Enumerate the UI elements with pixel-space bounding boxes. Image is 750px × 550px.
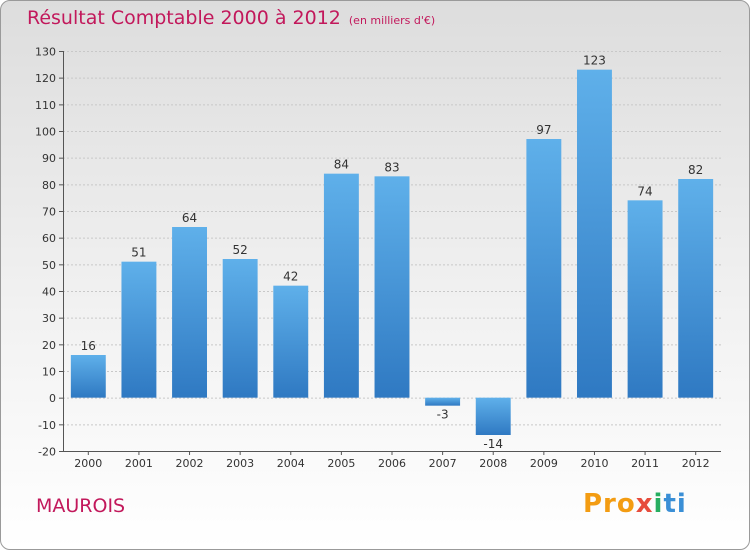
bar-2001 xyxy=(121,261,157,398)
x-tick-label-2010: 2010 xyxy=(580,457,608,470)
x-axis: 2000 2001 2002 2003 2004 2005 2006 2007 2008 2009… xyxy=(63,451,721,470)
y-tick-label-15: 130 xyxy=(35,46,56,59)
chart-subtitle: (en milliers d'€) xyxy=(348,14,436,27)
x-tick-label-2006: 2006 xyxy=(378,457,406,470)
bar-2009 xyxy=(526,139,562,398)
y-tick-label-4: 20 xyxy=(42,339,56,352)
bar-2003 xyxy=(222,259,258,398)
bars xyxy=(70,69,714,435)
chart-title: Résultat Comptable 2000 à 2012 (en millie… xyxy=(27,7,435,29)
bar-2004 xyxy=(273,285,309,398)
chart-title-text: Résultat Comptable 2000 à 2012 xyxy=(27,7,341,29)
data-label-2006: 83 xyxy=(384,160,399,174)
bar-2007 xyxy=(425,397,461,406)
data-label-2001: 51 xyxy=(131,246,146,260)
y-tick-label-12: 100 xyxy=(35,126,56,139)
x-tick-label-2000: 2000 xyxy=(74,457,102,470)
data-label-2000: 16 xyxy=(81,339,96,353)
bar-2010 xyxy=(576,69,612,398)
y-tick-label-8: 60 xyxy=(42,232,56,245)
y-tick-label-6: 40 xyxy=(42,286,56,299)
data-label-2012: 82 xyxy=(688,163,703,177)
y-tick-label-7: 50 xyxy=(42,259,56,272)
y-tick-label-5: 30 xyxy=(42,312,56,325)
x-tick-label-2011: 2011 xyxy=(631,457,659,470)
logo-text-1: Pro xyxy=(583,489,636,519)
x-tick-label-2002: 2002 xyxy=(176,457,204,470)
y-tick-label-14: 120 xyxy=(35,72,56,85)
y-tick-label-11: 90 xyxy=(42,152,56,165)
data-label-2007: -3 xyxy=(437,408,449,422)
place-name: MAUROIS xyxy=(36,495,126,517)
bar-2011 xyxy=(627,200,663,398)
data-label-2008: -14 xyxy=(483,437,503,451)
data-label-2003: 52 xyxy=(233,243,248,257)
data-label-2009: 97 xyxy=(536,123,551,137)
bar-2000 xyxy=(70,355,106,398)
y-tick-label-10: 80 xyxy=(42,179,56,192)
y-tick-label-2: 0 xyxy=(49,392,56,405)
logo-text-4: ti xyxy=(663,489,687,519)
x-tick-label-2003: 2003 xyxy=(226,457,254,470)
x-tick-label-2005: 2005 xyxy=(327,457,355,470)
x-tick-label-2007: 2007 xyxy=(429,457,457,470)
data-label-2005: 84 xyxy=(334,158,349,172)
y-tick-label-1: -10 xyxy=(38,419,56,432)
data-label-2011: 74 xyxy=(637,184,652,198)
data-labels: 16 51 64 52 42 84 83 -3 -14 97 123 74 82 xyxy=(81,54,704,451)
proxiti-logo: Proxiti xyxy=(583,489,687,519)
x-tick-label-2009: 2009 xyxy=(530,457,558,470)
x-tick-label-2012: 2012 xyxy=(682,457,710,470)
data-label-2002: 64 xyxy=(182,211,197,225)
data-label-2004: 42 xyxy=(283,270,298,284)
x-tick-label-2001: 2001 xyxy=(125,457,153,470)
bar-2006 xyxy=(374,176,410,398)
y-axis: -20 -10 0 10 20 30 40 50 60 70 80 90 100 110 120 130 xyxy=(35,46,64,459)
logo-text-3: i xyxy=(653,489,664,519)
bar-2008 xyxy=(475,397,511,435)
x-tick-label-2004: 2004 xyxy=(277,457,305,470)
data-label-2010: 123 xyxy=(583,54,606,68)
logo-text-2: x xyxy=(635,489,654,519)
y-tick-label-0: -20 xyxy=(38,446,56,459)
y-tick-label-13: 110 xyxy=(35,99,56,112)
bar-2012 xyxy=(678,179,714,398)
y-tick-label-9: 70 xyxy=(42,206,56,219)
bar-2002 xyxy=(172,227,208,398)
y-tick-label-3: 10 xyxy=(42,366,56,379)
bar-2005 xyxy=(323,173,359,398)
x-tick-label-2008: 2008 xyxy=(479,457,507,470)
